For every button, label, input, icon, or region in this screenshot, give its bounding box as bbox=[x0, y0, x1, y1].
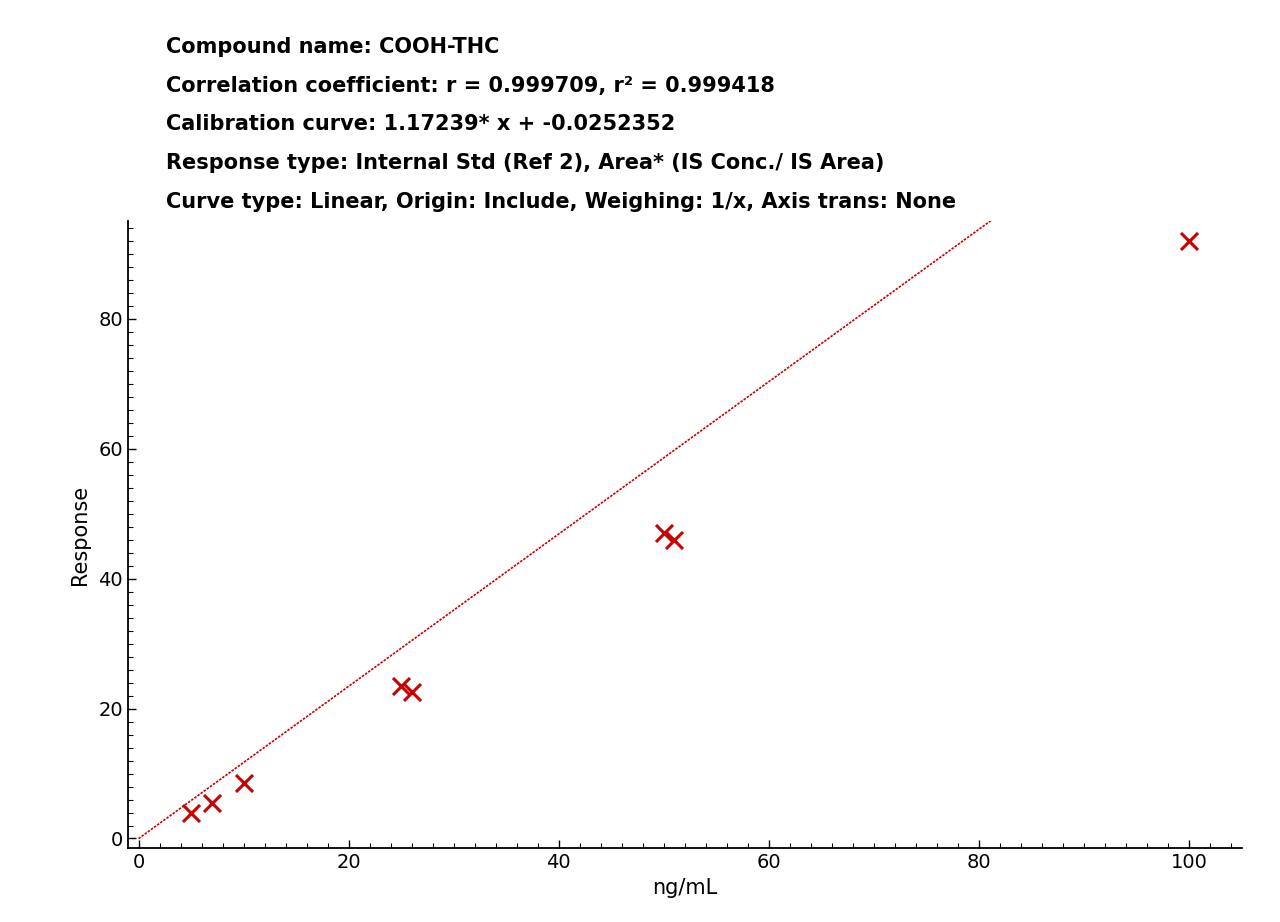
Point bbox=[390, 679, 411, 693]
Text: Curve type: Linear, Origin: Include, Weighing: 1/x, Axis trans: None: Curve type: Linear, Origin: Include, Wei… bbox=[166, 192, 956, 212]
Point bbox=[402, 685, 422, 700]
Point bbox=[233, 776, 253, 791]
Text: Response type: Internal Std (Ref 2), Area* (IS Conc./ IS Area): Response type: Internal Std (Ref 2), Are… bbox=[166, 153, 884, 173]
Text: Calibration curve: 1.17239* x + -0.0252352: Calibration curve: 1.17239* x + -0.02523… bbox=[166, 114, 676, 135]
Point bbox=[664, 532, 685, 547]
Point bbox=[654, 526, 675, 540]
Point bbox=[202, 796, 223, 810]
X-axis label: ng/mL: ng/mL bbox=[653, 878, 717, 898]
Text: Correlation coefficient: r = 0.999709, r² = 0.999418: Correlation coefficient: r = 0.999709, r… bbox=[166, 76, 776, 96]
Y-axis label: Response: Response bbox=[70, 485, 90, 585]
Point bbox=[1179, 233, 1199, 248]
Point bbox=[180, 805, 201, 820]
Text: Compound name: COOH-THC: Compound name: COOH-THC bbox=[166, 37, 499, 57]
